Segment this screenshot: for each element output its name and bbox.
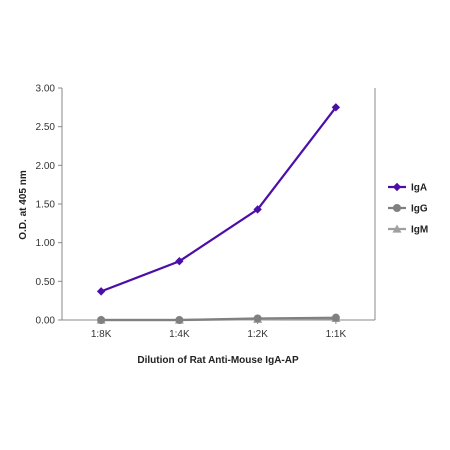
data-point-igg (175, 316, 184, 324)
y-tick-label: 0.50 (36, 277, 56, 288)
data-point-igg (331, 313, 340, 322)
data-point-iga (331, 103, 341, 112)
x-tick-label: 1:1K (326, 329, 347, 340)
legend-label: IgA (411, 183, 427, 194)
x-tick-label: 1:2K (247, 329, 268, 340)
series-iga (96, 103, 341, 296)
legend-marker-igm (392, 224, 402, 233)
data-point-iga (96, 287, 106, 296)
legend-item-iga: IgA (388, 183, 427, 194)
legend-marker-iga (392, 182, 402, 192)
x-tick-label: 1:8K (91, 329, 112, 340)
legend-item-igg: IgG (388, 204, 428, 215)
y-axis-title: O.D. at 405 nm (18, 170, 29, 240)
series-line-igg (101, 316, 336, 322)
data-point-iga (253, 205, 262, 214)
legend-label: IgM (411, 225, 428, 236)
x-axis-ticks: 1:8K 1:4K 1:2K 1:1K (91, 320, 347, 340)
y-tick-label: 0.00 (36, 316, 56, 327)
series-igg (97, 313, 340, 324)
legend-label: IgG (411, 204, 428, 215)
series-layer (96, 103, 341, 324)
x-tick-label: 1:4K (169, 329, 190, 340)
legend-marker-igg (393, 204, 401, 212)
data-point-igg (253, 314, 262, 323)
legend-item-igm: IgM (388, 224, 428, 236)
y-tick-label: 3.00 (36, 84, 56, 95)
y-axis-ticks: 0.00 0.50 1.00 1.50 2.00 2.50 3.00 (36, 84, 62, 327)
y-tick-label: 2.00 (36, 161, 56, 172)
y-tick-label: 1.50 (36, 200, 56, 211)
data-point-iga (175, 257, 184, 266)
series-line-iga (100, 106, 337, 293)
data-point-igg (97, 316, 106, 324)
plot-area (61, 88, 376, 321)
x-axis-title: Dilution of Rat Anti-Mouse IgA-AP (137, 355, 299, 366)
y-tick-label: 1.00 (36, 238, 56, 249)
legend: IgA IgG IgM (388, 183, 428, 236)
y-tick-label: 2.50 (36, 122, 56, 133)
